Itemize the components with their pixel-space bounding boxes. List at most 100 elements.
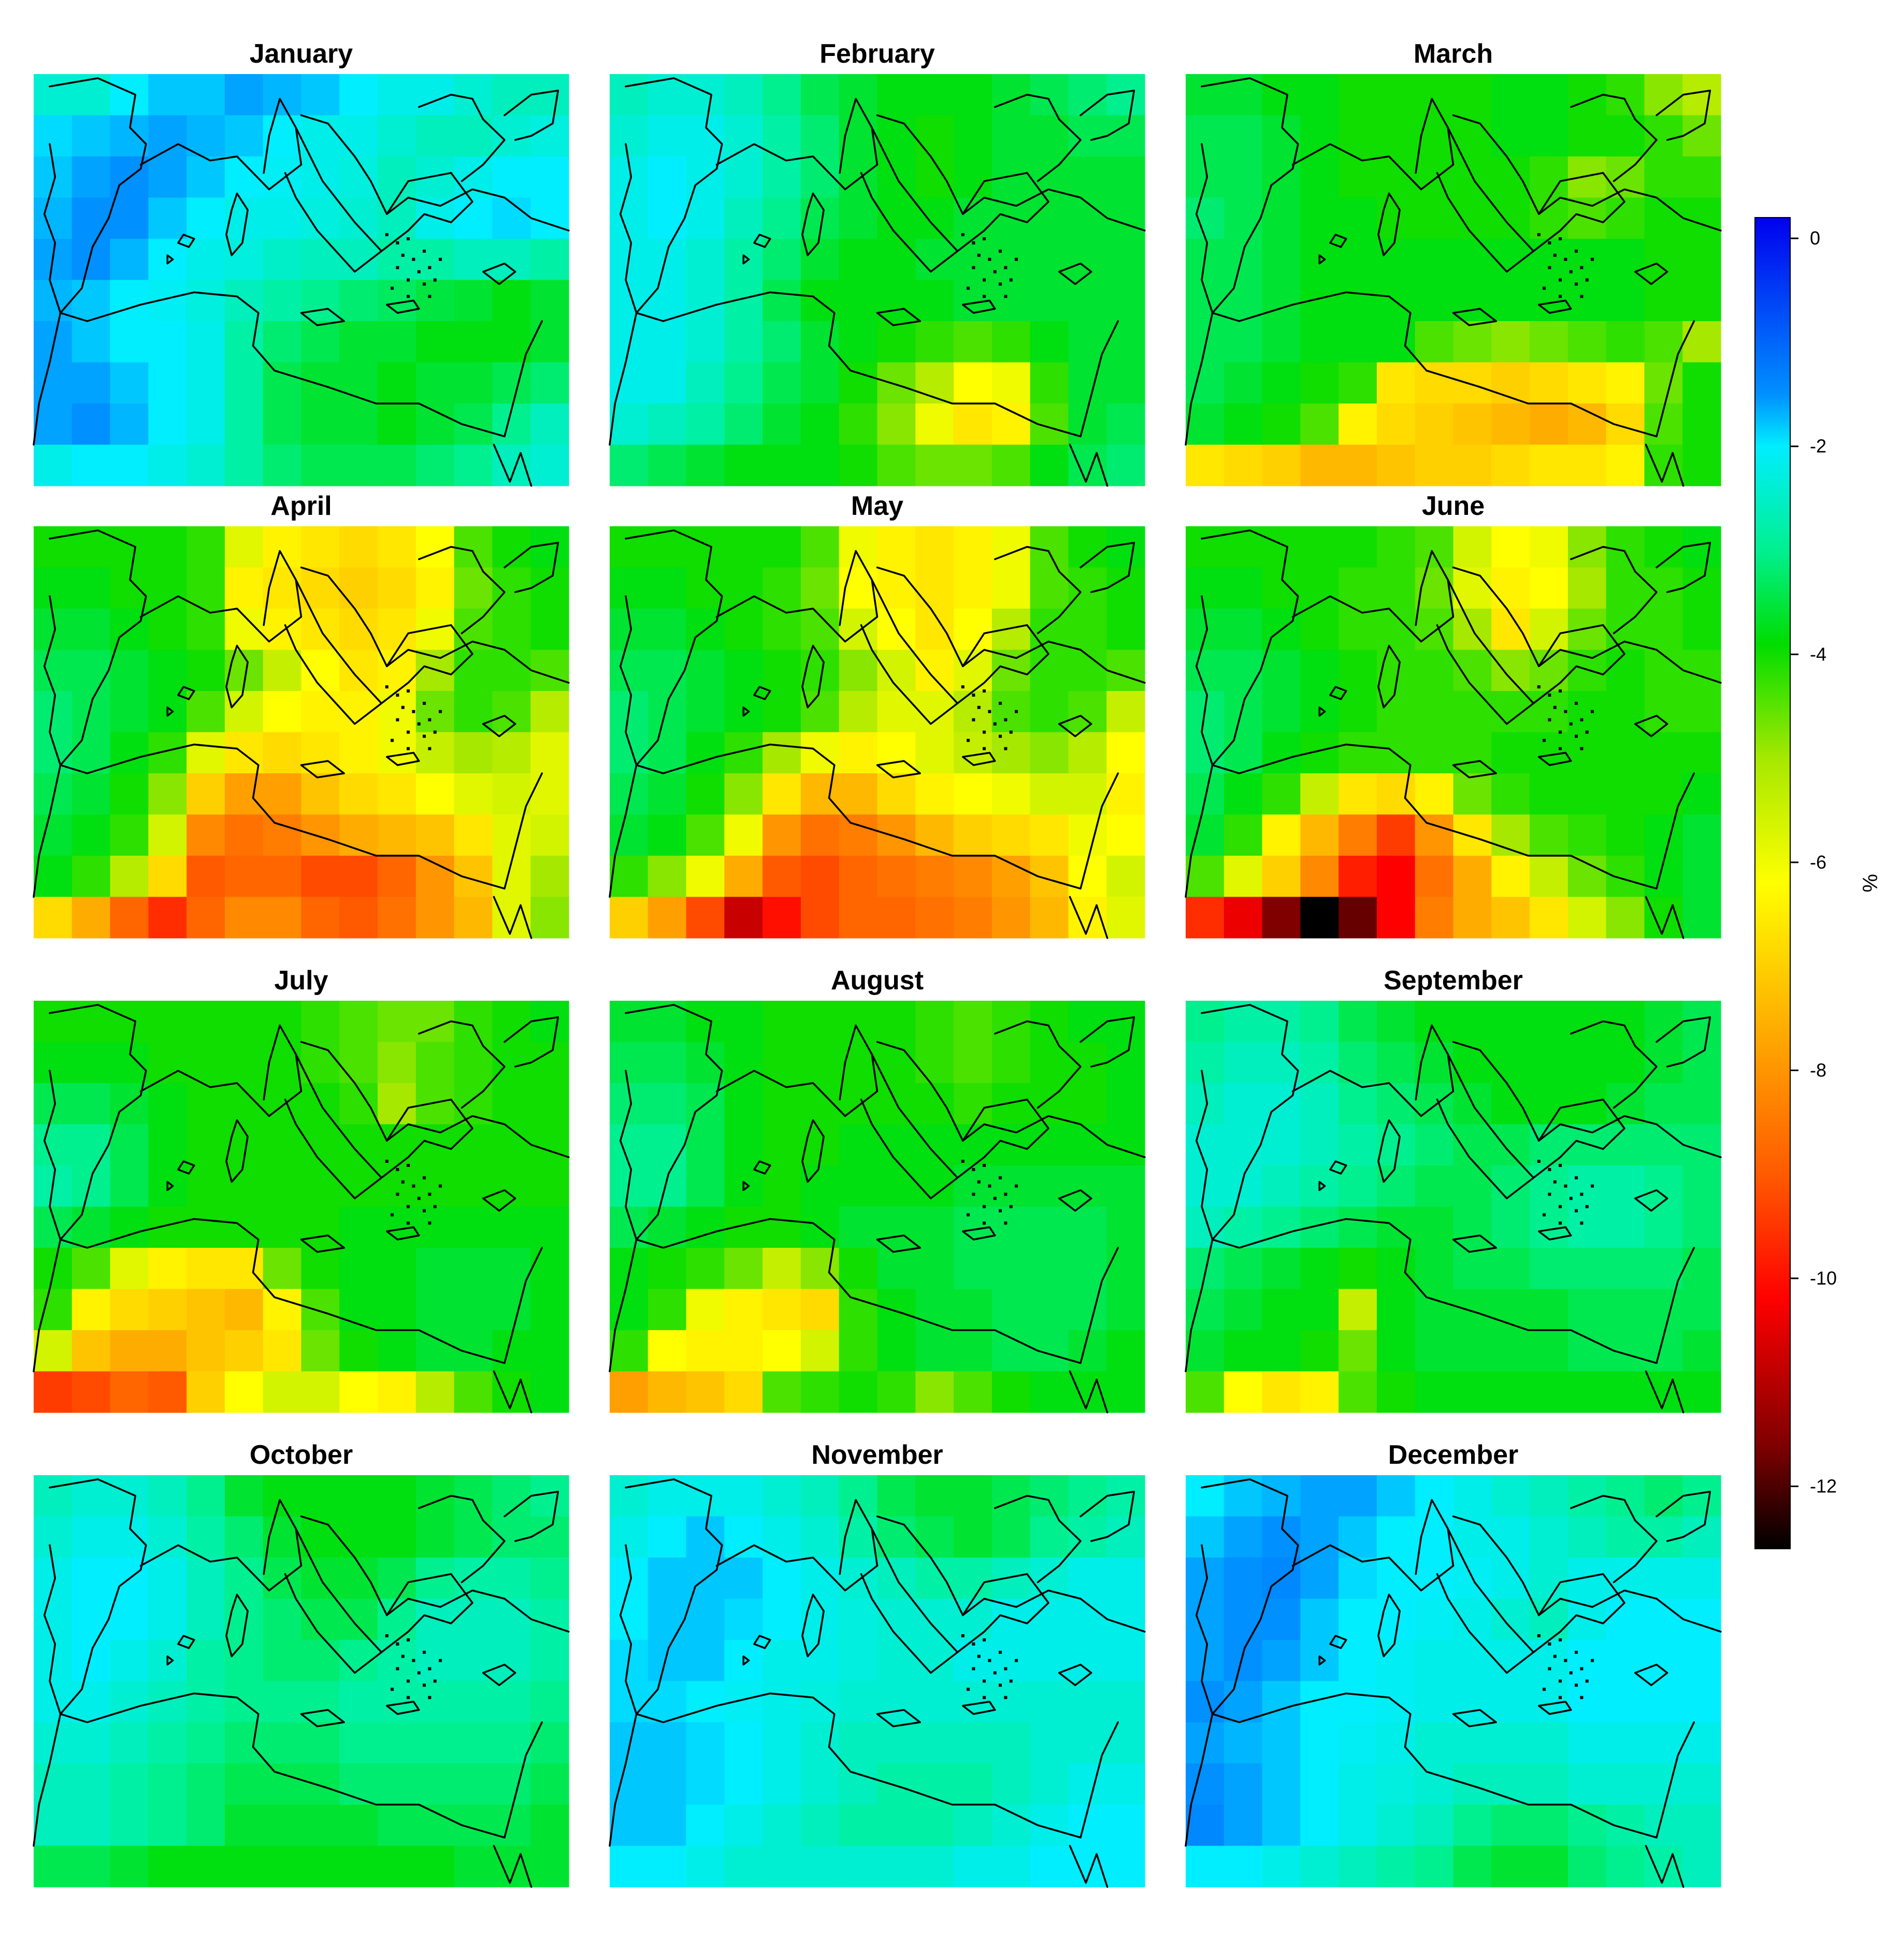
heatmap-cell (530, 609, 569, 651)
heatmap-cell (1644, 1206, 1683, 1248)
heatmap-cell (1415, 650, 1454, 691)
colorbar-unit-label: % (1858, 874, 1881, 892)
island-mark (412, 1659, 415, 1662)
heatmap-cell (800, 74, 840, 116)
coastline-path (1213, 1693, 1694, 1837)
heatmap-cell (954, 1846, 992, 1887)
heatmap-cell (647, 1598, 687, 1640)
heatmap-cell (647, 1248, 687, 1290)
heatmap-cells (34, 74, 569, 486)
heatmap-cell (34, 403, 73, 445)
heatmap-cell (224, 856, 264, 898)
heatmap-cell (839, 1805, 878, 1847)
coastline-path (34, 765, 61, 897)
heatmap-cell (1415, 1289, 1454, 1331)
heatmap-cell (1567, 1083, 1607, 1125)
heatmap-cell (647, 280, 687, 322)
island-mark (412, 257, 415, 261)
heatmap-cell (1262, 197, 1301, 239)
heatmap-cell (339, 1330, 378, 1372)
heatmap-cell (1491, 897, 1530, 939)
heatmap-cell (378, 650, 416, 691)
heatmap-cell (415, 1516, 455, 1558)
island-mark (407, 295, 410, 298)
island-mark (391, 1213, 394, 1217)
heatmap-cell (610, 444, 649, 486)
heatmap-cell (1682, 1042, 1721, 1084)
heatmap-cell (762, 1681, 801, 1723)
heatmap-cell (1644, 691, 1683, 733)
coastline-path (226, 1595, 248, 1656)
heatmap-cell (1068, 1001, 1107, 1043)
heatmap-cell (1030, 1846, 1069, 1887)
heatmap-cell (263, 280, 302, 322)
heatmap-cell (839, 1289, 878, 1331)
heatmap-cell (186, 444, 225, 486)
island-mark (423, 282, 426, 286)
coastline-path (621, 530, 722, 765)
heatmap-cell (1644, 732, 1683, 774)
heatmap-cell (724, 1371, 763, 1413)
heatmap-cell (1186, 1001, 1225, 1043)
heatmap-cell (263, 403, 302, 445)
island-mark (1564, 1184, 1567, 1188)
heatmap-cell (1453, 280, 1492, 322)
heatmap-cell (1530, 1001, 1568, 1043)
heatmap-cell (1491, 1330, 1530, 1372)
island-mark (1591, 1659, 1594, 1662)
heatmap-cell (1338, 115, 1377, 157)
heatmap-cell (686, 1722, 725, 1764)
island-mark (1580, 1221, 1584, 1225)
heatmap-cell (492, 1475, 531, 1517)
heatmap-cell (1262, 1805, 1301, 1847)
heatmap-cell (263, 1124, 302, 1166)
heatmap-cell (1224, 1558, 1263, 1599)
heatmap-cell (1376, 856, 1416, 898)
heatmap-cell (110, 732, 149, 774)
heatmap-cell (530, 897, 569, 939)
heatmap-cell (1530, 156, 1568, 198)
heatmap-cell (1606, 280, 1645, 322)
island-mark (1015, 257, 1018, 261)
island-mark (1004, 1696, 1007, 1699)
heatmap-cell (915, 1805, 954, 1847)
heatmap-cell (1606, 1681, 1645, 1723)
panel-title: December (1388, 1440, 1518, 1470)
heatmap-cell (762, 197, 801, 239)
heatmap-cell (415, 403, 455, 445)
heatmap-cell (1606, 321, 1645, 363)
heatmap-cell (1491, 321, 1530, 363)
heatmap-cell (415, 1083, 455, 1125)
heatmap-cell (492, 1558, 531, 1599)
heatmap-cells (34, 526, 569, 939)
heatmap-cell (686, 1763, 725, 1805)
heatmap-cell (877, 1330, 916, 1372)
heatmap-cell (1338, 773, 1377, 815)
heatmap-cell (530, 1042, 569, 1084)
heatmap-cell (454, 362, 493, 404)
island-mark (385, 1634, 388, 1638)
heatmap-cell (1567, 115, 1607, 157)
heatmap-cell (224, 1805, 264, 1847)
heatmap-cell (454, 1248, 493, 1290)
coastline-path (1657, 1492, 1710, 1541)
heatmap-cell (954, 239, 992, 281)
heatmap-cell (1415, 1475, 1454, 1517)
heatmap-cell (1186, 321, 1225, 363)
coastline-path (301, 1235, 344, 1252)
heatmap-cell (991, 321, 1031, 363)
heatmap-cell (1106, 1206, 1145, 1248)
heatmap-cell (1567, 156, 1607, 198)
heatmap-cell (1606, 856, 1645, 898)
heatmap-cell (34, 1042, 73, 1084)
heatmap-cell (71, 1722, 111, 1764)
island-mark (396, 241, 399, 244)
heatmap-cell (1682, 362, 1721, 404)
island-mark (999, 734, 1002, 738)
heatmap-cell (492, 1722, 531, 1764)
heatmap-cell (415, 1289, 455, 1331)
heatmap-cell (71, 403, 111, 445)
heatmap-cell (991, 814, 1031, 856)
heatmap-cell (492, 74, 531, 116)
heatmap-cell (954, 1722, 992, 1764)
